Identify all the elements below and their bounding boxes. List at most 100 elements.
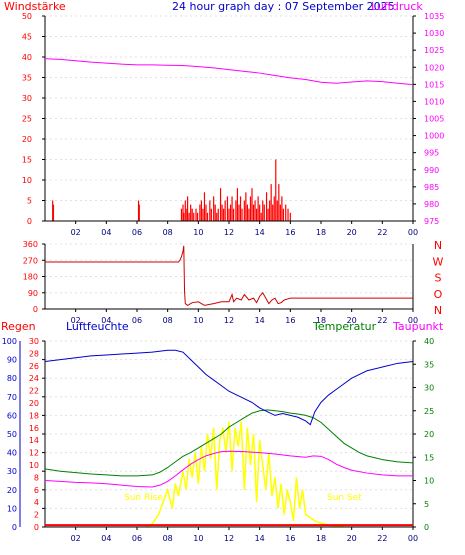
dewpoint-line — [44, 450, 413, 488]
compass-label: W — [433, 255, 444, 268]
wind-tick-label: 30 — [22, 94, 32, 103]
rain-tick-label: 30 — [29, 337, 39, 346]
rain-tick-label: 10 — [29, 461, 39, 470]
rain-tick-label: 0 — [34, 523, 39, 532]
humidity-tick-label: 0 — [12, 523, 17, 532]
temperature-tick-label: 40 — [424, 337, 434, 346]
humidity-tick-label: 90 — [7, 356, 17, 365]
pressure-tick-label: 1020 — [424, 63, 444, 72]
panel3-time-axis-tick-label: 10 — [193, 534, 203, 543]
temperature-tick-label: 15 — [424, 453, 434, 462]
rain-tick-label: 2 — [34, 511, 39, 520]
rain-tick-label: 20 — [29, 399, 39, 408]
panel2-time-axis-tick-label: 20 — [347, 316, 357, 325]
wind-tick-label: 40 — [22, 53, 32, 62]
humidity-tick-label: 30 — [7, 467, 17, 476]
panel3-time-axis-tick-label: 00 — [408, 534, 418, 543]
panel1-time-axis-tick-label: 14 — [255, 228, 265, 237]
direction-tick-label: 360 — [23, 240, 38, 249]
rain-tick-label: 14 — [29, 436, 39, 445]
rain-tick-label: 28 — [29, 349, 39, 358]
wind-tick-label: 5 — [27, 197, 32, 206]
temperature-axis-title: Temperatur — [313, 320, 377, 333]
rain-tick-label: 6 — [34, 486, 39, 495]
panel3-time-axis-tick-label: 02 — [71, 534, 81, 543]
wind-tick-label: 25 — [22, 115, 32, 124]
humidity-line — [44, 349, 414, 426]
panel3-time-axis-tick-label: 04 — [101, 534, 111, 543]
panel1-time-axis-tick-label: 00 — [408, 228, 418, 237]
rain-tick-label: 24 — [29, 374, 39, 383]
compass-label: S — [435, 272, 442, 285]
panel1-time-axis-tick-label: 18 — [316, 228, 326, 237]
panel2-time-axis-tick-label: 18 — [316, 316, 326, 325]
humidity-axis-title: Luftfeuchte — [66, 320, 129, 333]
pressure-line — [44, 58, 414, 86]
pressure-tick-label: 1035 — [424, 12, 444, 21]
panel2-time-axis-tick-label: 16 — [285, 316, 295, 325]
temperature-tick-label: 35 — [424, 360, 434, 369]
rain-tick-label: 16 — [29, 424, 39, 433]
rain-tick-label: 26 — [29, 362, 39, 371]
temperature-tick-label: 10 — [424, 477, 434, 486]
panel2-time-axis-tick-label: 14 — [255, 316, 265, 325]
panel3-time-axis-tick-label: 22 — [377, 534, 387, 543]
direction-line — [45, 245, 413, 306]
direction-tick-label: 0 — [33, 305, 38, 314]
panel3-time-axis-tick-label: 20 — [347, 534, 357, 543]
pressure-tick-label: 1000 — [424, 132, 444, 141]
panel1-time-axis-tick-label: 12 — [224, 228, 234, 237]
humidity-tick-label: 50 — [7, 430, 17, 439]
wind-tick-label: 0 — [27, 217, 32, 226]
temperature-tick-label: 5 — [424, 500, 429, 509]
pressure-tick-label: 985 — [424, 183, 439, 192]
direction-tick-label: 270 — [23, 256, 38, 265]
temperature-tick-label: 25 — [424, 407, 434, 416]
panel3-time-axis-tick-label: 12 — [224, 534, 234, 543]
panel1-time-axis-tick-label: 22 — [377, 228, 387, 237]
pressure-tick-label: 1005 — [424, 115, 444, 124]
sun-line — [145, 421, 345, 528]
humidity-tick-label: 20 — [7, 486, 17, 495]
rain-axis-title: Regen — [1, 320, 36, 333]
temperature-tick-label: 0 — [424, 523, 429, 532]
rain-tick-label: 4 — [34, 498, 39, 507]
panel3-time-axis-tick-label: 16 — [285, 534, 295, 543]
panel1-time-axis-tick-label: 16 — [285, 228, 295, 237]
wind-tick-label: 50 — [22, 12, 32, 21]
pressure-tick-label: 995 — [424, 149, 439, 158]
humidity-tick-label: 10 — [7, 504, 17, 513]
panel1-time-axis-tick-label: 10 — [193, 228, 203, 237]
panel2-time-axis-tick-label: 10 — [193, 316, 203, 325]
compass-label: N — [434, 239, 442, 252]
temperature-tick-label: 30 — [424, 384, 434, 393]
panel1-time-axis-tick-label: 20 — [347, 228, 357, 237]
sunset-label: Sun Set — [327, 493, 362, 503]
panel2-time-axis-tick-label: 00 — [408, 316, 418, 325]
panel2-time-axis-tick-label: 22 — [377, 316, 387, 325]
pressure-tick-label: 1010 — [424, 97, 444, 106]
panel1-time-axis-tick-label: 08 — [163, 228, 173, 237]
pressure-tick-label: 1025 — [424, 46, 444, 55]
pressure-tick-label: 975 — [424, 217, 439, 226]
dewpoint-axis-title: Taupunkt — [393, 320, 444, 333]
rain-tick-label: 8 — [34, 473, 39, 482]
rain-tick-label: 18 — [29, 411, 39, 420]
pressure-tick-label: 990 — [424, 166, 439, 175]
pressure-tick-label: 1015 — [424, 80, 444, 89]
direction-tick-label: 90 — [28, 289, 38, 298]
wind-tick-label: 45 — [22, 33, 32, 42]
humidity-tick-label: 100 — [2, 337, 17, 346]
temperature-line — [44, 409, 414, 477]
pressure-tick-label: 1030 — [424, 29, 444, 38]
wind-tick-label: 10 — [22, 176, 32, 185]
panel2-time-axis-tick-label: 02 — [71, 316, 81, 325]
pressure-axis-title: Luftdruck — [371, 0, 423, 13]
panel3-time-axis-tick-label: 18 — [316, 534, 326, 543]
compass-label: O — [434, 288, 443, 301]
wind-tick-label: 15 — [22, 156, 32, 165]
panel3-time-axis-tick-label: 06 — [132, 534, 142, 543]
temperature-tick-label: 20 — [424, 430, 434, 439]
